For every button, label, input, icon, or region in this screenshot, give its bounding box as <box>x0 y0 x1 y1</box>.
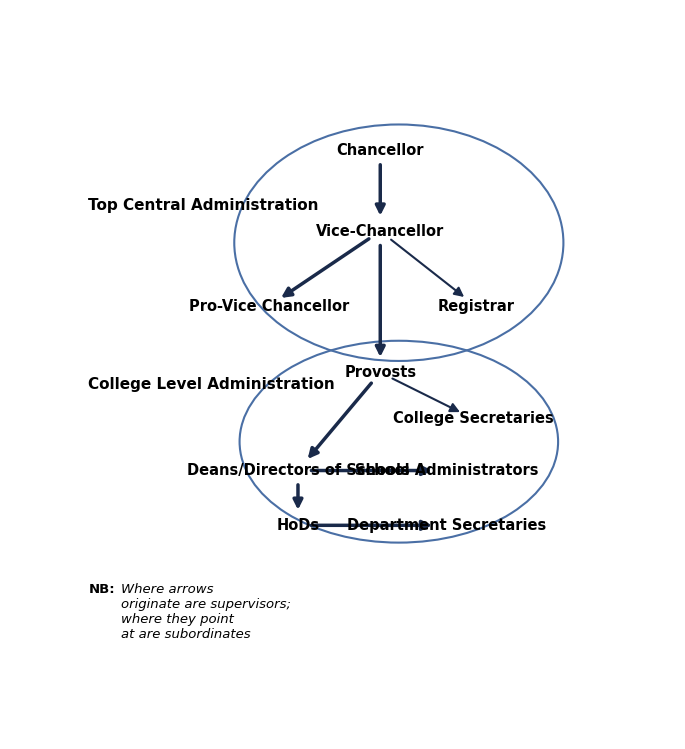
Text: HoDs: HoDs <box>277 518 319 533</box>
Text: Deans/Directors of Schools: Deans/Directors of Schools <box>186 463 410 478</box>
Text: Where arrows
originate are supervisors;
where they point
at are subordinates: Where arrows originate are supervisors; … <box>121 583 291 641</box>
Text: Top Central Administration: Top Central Administration <box>88 198 319 213</box>
Text: School Administrators: School Administrators <box>355 463 538 478</box>
Text: Pro-Vice Chancellor: Pro-Vice Chancellor <box>188 299 349 314</box>
Text: Chancellor: Chancellor <box>336 143 424 158</box>
Text: Registrar: Registrar <box>437 299 514 314</box>
Text: NB:: NB: <box>88 583 115 596</box>
Text: College Level Administration: College Level Administration <box>88 377 335 392</box>
Text: College Secretaries: College Secretaries <box>393 411 553 426</box>
Text: Provosts: Provosts <box>344 365 416 380</box>
Text: Department Secretaries: Department Secretaries <box>347 518 546 533</box>
Text: Vice-Chancellor: Vice-Chancellor <box>316 224 445 239</box>
